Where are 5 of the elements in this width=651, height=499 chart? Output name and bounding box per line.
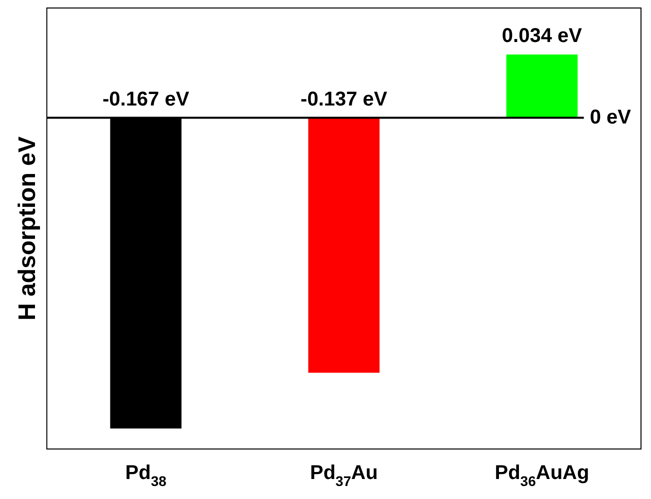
data-label: -0.167 eV [102,88,190,110]
data-label: 0.034 eV [502,25,583,48]
data-label: -0.137 eV [300,88,388,110]
ref-line-label: 0 eV [590,106,632,128]
y-axis-title: H adsorption eV [14,136,42,321]
